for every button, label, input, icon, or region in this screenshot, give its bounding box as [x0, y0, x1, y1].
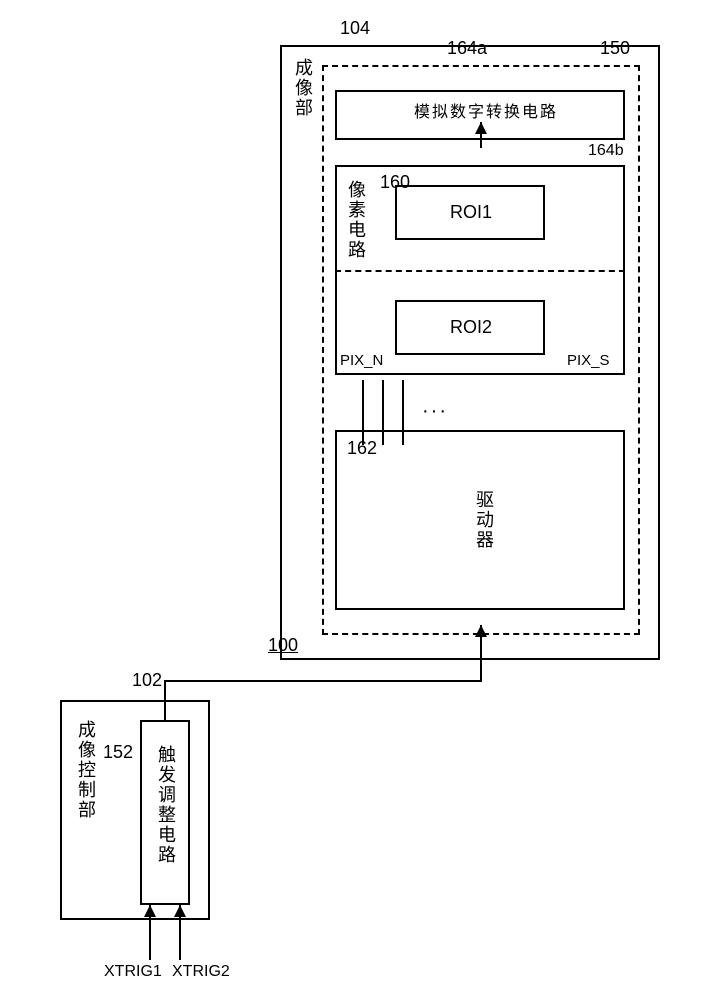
- pix-to-adc-top-head: [475, 122, 487, 134]
- imaging-unit-label: 成像部: [290, 58, 316, 118]
- t2d-head: [475, 625, 487, 637]
- pix-s-label: PIX_S: [567, 352, 610, 369]
- driver-label: 驱动器: [471, 490, 497, 550]
- conn-line-2: [382, 380, 384, 445]
- imaging-control-label: 成像控制部: [73, 720, 99, 820]
- xtrig1-arrow-head: [144, 905, 156, 917]
- pix-n-label: PIX_N: [340, 352, 383, 369]
- pixel-divider: [335, 270, 625, 272]
- conn-dots: ···: [422, 400, 448, 423]
- xtrig2-label: XTRIG2: [172, 963, 230, 981]
- conn-line-1: [362, 380, 364, 445]
- pixel-circuit-label: 像素电路: [343, 180, 369, 260]
- ref-164a: 164a: [447, 38, 487, 59]
- xtrig1-label: XTRIG1: [104, 963, 162, 981]
- ref-150: 150: [600, 38, 630, 59]
- adc-top-label: 模拟数字转换电路: [414, 98, 558, 122]
- ref-164b: 164b: [588, 142, 624, 160]
- trigger-adjust-label: 触发调整电路: [153, 745, 179, 865]
- ref-102: 102: [132, 670, 162, 691]
- roi2-label: ROI2: [450, 317, 492, 338]
- t2d-h: [164, 680, 480, 682]
- ref-100: 100: [268, 635, 298, 656]
- ref-152: 152: [103, 742, 133, 763]
- xtrig2-arrow-head: [174, 905, 186, 917]
- t2d-v1: [164, 680, 166, 720]
- conn-line-3: [402, 380, 404, 445]
- roi1-label: ROI1: [450, 202, 492, 223]
- ref-104: 104: [340, 18, 370, 39]
